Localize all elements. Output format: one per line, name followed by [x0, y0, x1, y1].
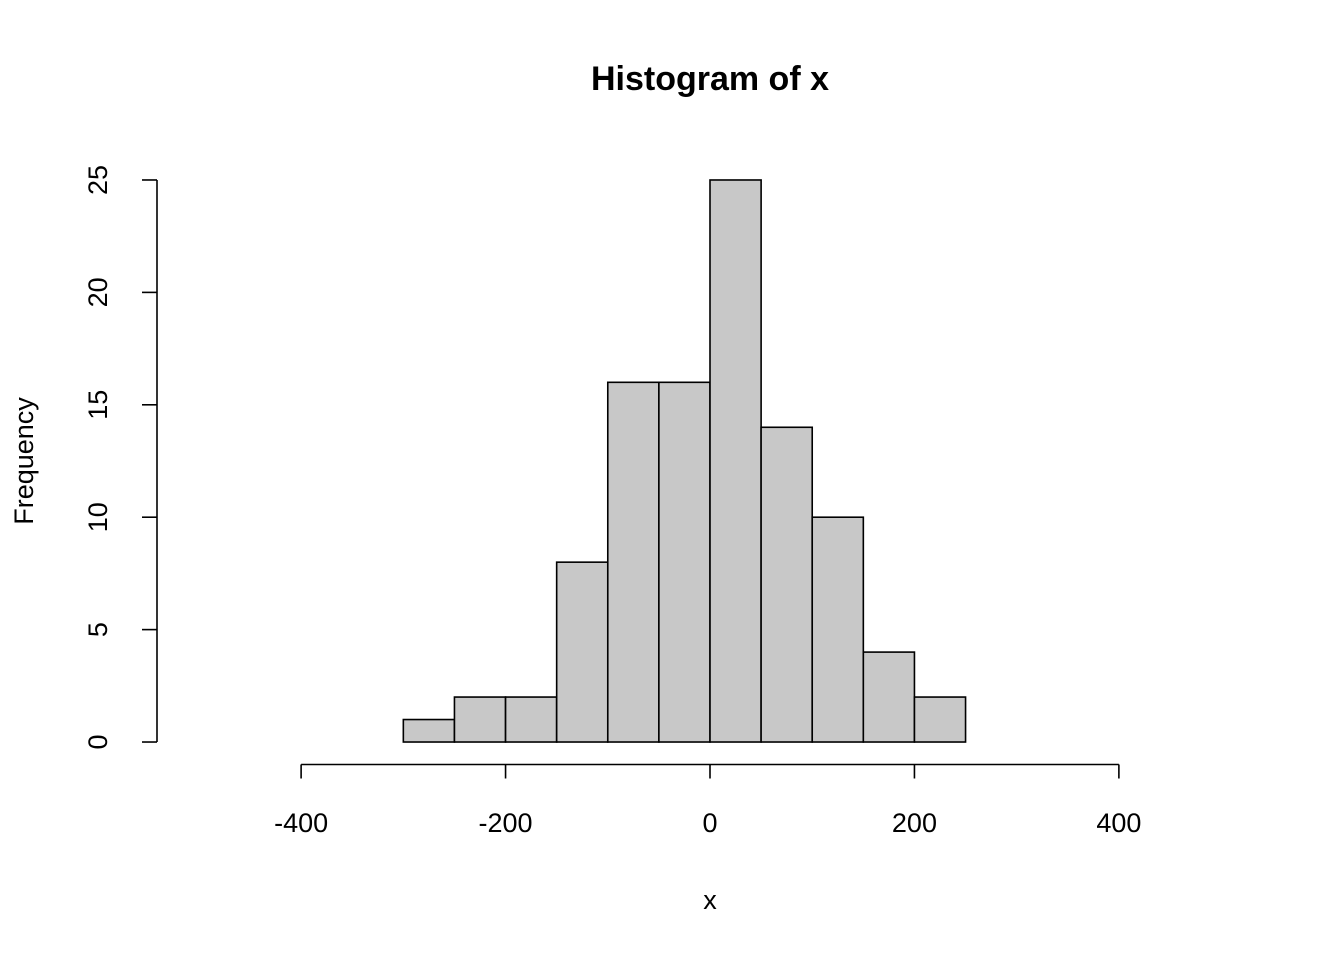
- y-tick-label: 20: [83, 277, 113, 307]
- y-tick-label: 5: [83, 622, 113, 637]
- bar: [606, 381, 660, 743]
- chart-title: Histogram of x: [591, 60, 829, 98]
- bar: [504, 696, 558, 743]
- x-tick-label: 0: [702, 808, 717, 838]
- x-tick-label: 200: [892, 808, 937, 838]
- x-tick-label: -400: [274, 808, 328, 838]
- x-tick-label: 400: [1096, 808, 1141, 838]
- bar: [709, 179, 762, 743]
- bar: [453, 696, 507, 743]
- y-tick-label: 10: [83, 502, 113, 532]
- bar: [402, 718, 456, 743]
- y-tick-label: 15: [83, 390, 113, 420]
- y-axis-label: Frequency: [9, 397, 39, 525]
- bar: [913, 696, 967, 743]
- bar: [811, 516, 865, 743]
- y-tick-label: 25: [83, 165, 113, 195]
- bar: [555, 561, 609, 743]
- bar: [760, 426, 814, 743]
- y-tick-label: 0: [83, 735, 113, 750]
- bar: [658, 381, 711, 743]
- bar: [862, 651, 916, 743]
- x-tick-label: -200: [479, 808, 533, 838]
- x-axis-label: x: [703, 885, 717, 915]
